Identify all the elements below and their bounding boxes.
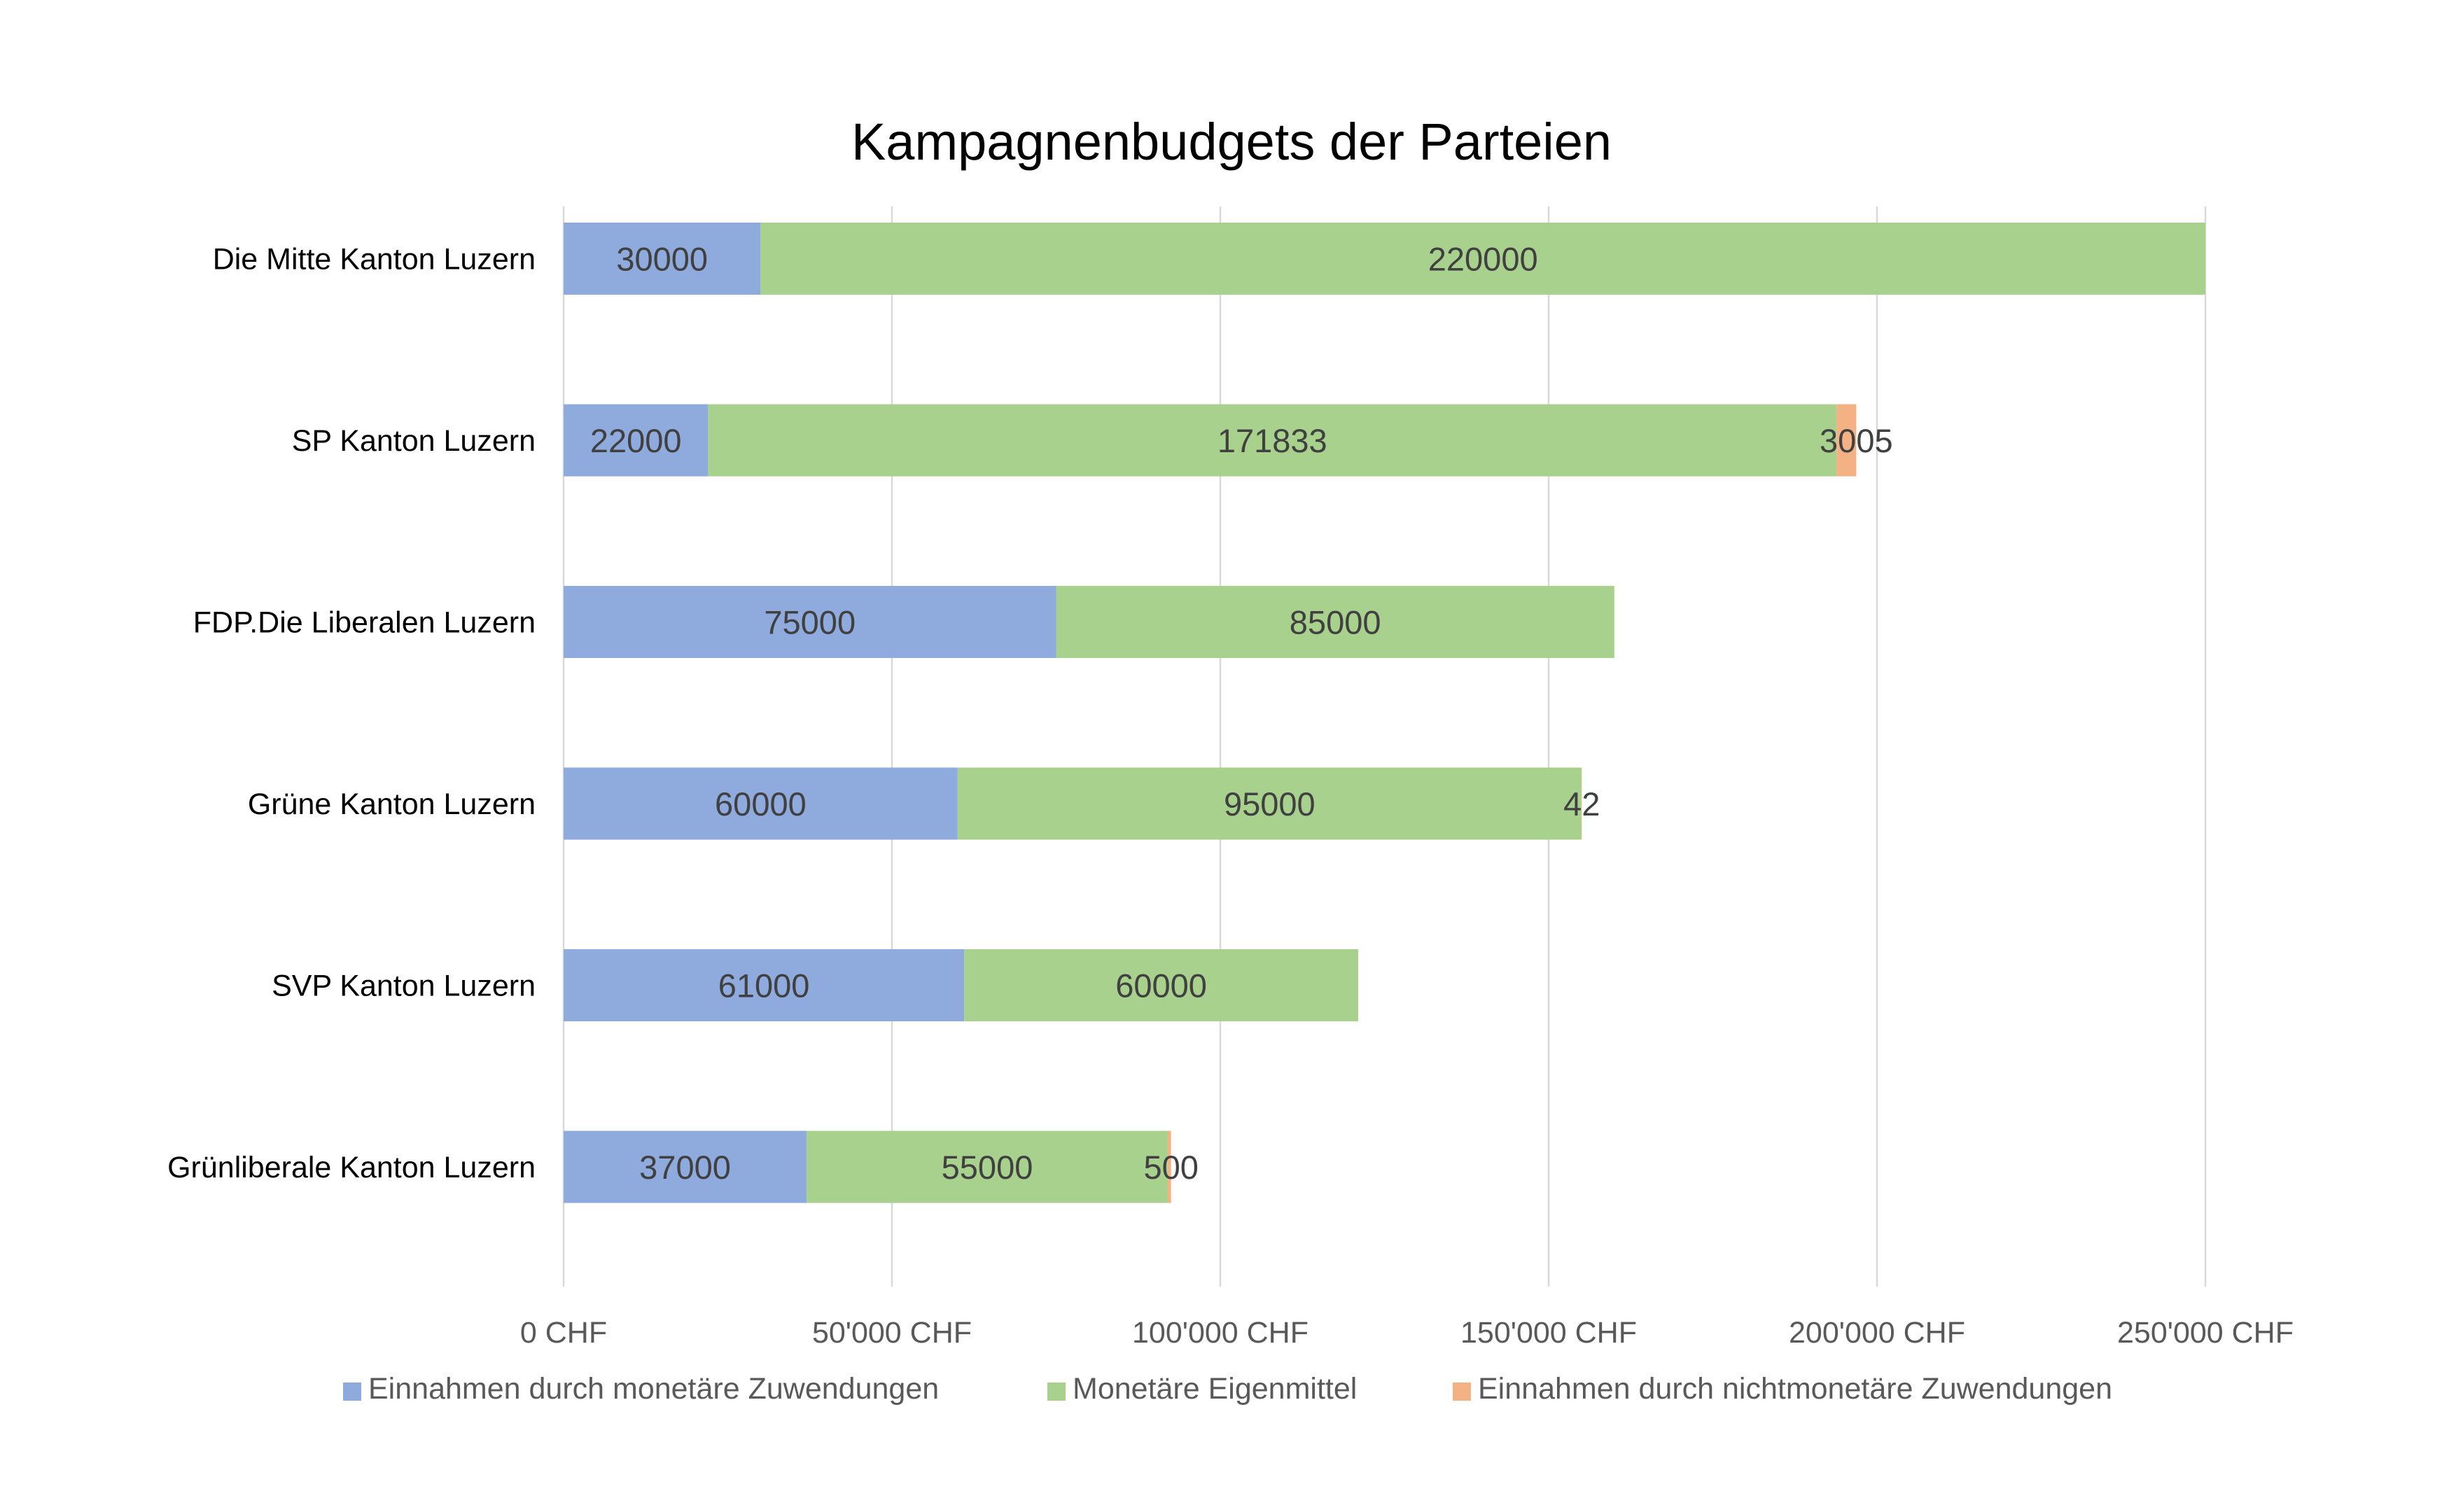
x-tick-label: 50'000 CHF xyxy=(812,1316,972,1350)
data-label: 42 xyxy=(1563,785,1600,822)
gridlines xyxy=(562,206,2207,1287)
bar-segment xyxy=(564,767,958,840)
data-label: 55000 xyxy=(942,1149,1033,1186)
value-axis: 0 CHF 50'000 CHF 100'000 CHF 150'000 CHF 200… xyxy=(520,1316,2294,1350)
data-label: 60000 xyxy=(715,785,807,822)
data-label: 30000 xyxy=(616,241,708,278)
chart-title: Kampagnenbudgets der Parteien xyxy=(851,113,1612,171)
data-label: 220000 xyxy=(1428,241,1538,278)
data-label: 61000 xyxy=(718,967,810,1004)
data-label: 75000 xyxy=(764,604,856,641)
data-label: 95000 xyxy=(1224,785,1316,822)
data-label: 37000 xyxy=(639,1149,731,1186)
bar-segment xyxy=(807,1130,1168,1203)
legend-swatch xyxy=(1047,1382,1066,1401)
bar-segment xyxy=(564,586,1056,658)
data-labels: 30000 220000 22000 171833 3005 75000 85000 6000… xyxy=(590,241,1893,1186)
data-label: 85000 xyxy=(1290,604,1381,641)
category-label: SVP Kanton Luzern xyxy=(272,969,536,1003)
bar-segment xyxy=(564,949,965,1021)
legend[interactable]: Einnahmen durch monetäre Zuwendungen Mone… xyxy=(343,1372,2112,1406)
legend-swatch xyxy=(343,1382,361,1401)
legend-label: Einnahmen durch monetäre Zuwendungen xyxy=(368,1372,939,1406)
category-axis: Die Mitte Kanton Luzern SP Kanton Luzern F… xyxy=(167,243,536,1185)
category-label: Grüne Kanton Luzern xyxy=(248,788,536,821)
x-tick-label: 200'000 CHF xyxy=(1789,1316,1965,1350)
bars xyxy=(564,223,2206,1203)
category-label: SP Kanton Luzern xyxy=(292,424,536,458)
legend-label: Einnahmen durch nichtmonetäre Zuwendunge… xyxy=(1478,1372,2112,1406)
data-label: 22000 xyxy=(590,422,682,459)
bar-segment xyxy=(564,1130,807,1203)
category-label: FDP.Die Liberalen Luzern xyxy=(193,606,536,640)
bar-segment xyxy=(564,223,761,295)
bar-segment xyxy=(564,404,709,477)
x-tick-label: 250'000 CHF xyxy=(2117,1316,2294,1350)
legend-label: Monetäre Eigenmittel xyxy=(1073,1372,1357,1406)
data-label: 60000 xyxy=(1115,967,1207,1004)
category-label: Grünliberale Kanton Luzern xyxy=(167,1151,536,1184)
bar-segment xyxy=(1836,404,1857,477)
x-tick-label: 150'000 CHF xyxy=(1460,1316,1637,1350)
data-label: 3005 xyxy=(1820,422,1893,459)
x-tick-label: 100'000 CHF xyxy=(1132,1316,1309,1350)
bar-segment xyxy=(1056,586,1614,658)
x-tick-label: 0 CHF xyxy=(520,1316,607,1350)
data-label: 500 xyxy=(1143,1149,1198,1186)
bar-segment xyxy=(964,949,1358,1021)
legend-swatch xyxy=(1453,1382,1471,1401)
bar-segment xyxy=(1167,1130,1171,1203)
bar-segment xyxy=(957,767,1582,840)
data-label: 171833 xyxy=(1217,422,1327,459)
bar-segment xyxy=(760,223,2206,295)
bar-segment xyxy=(708,404,1837,477)
category-label: Die Mitte Kanton Luzern xyxy=(213,243,536,276)
